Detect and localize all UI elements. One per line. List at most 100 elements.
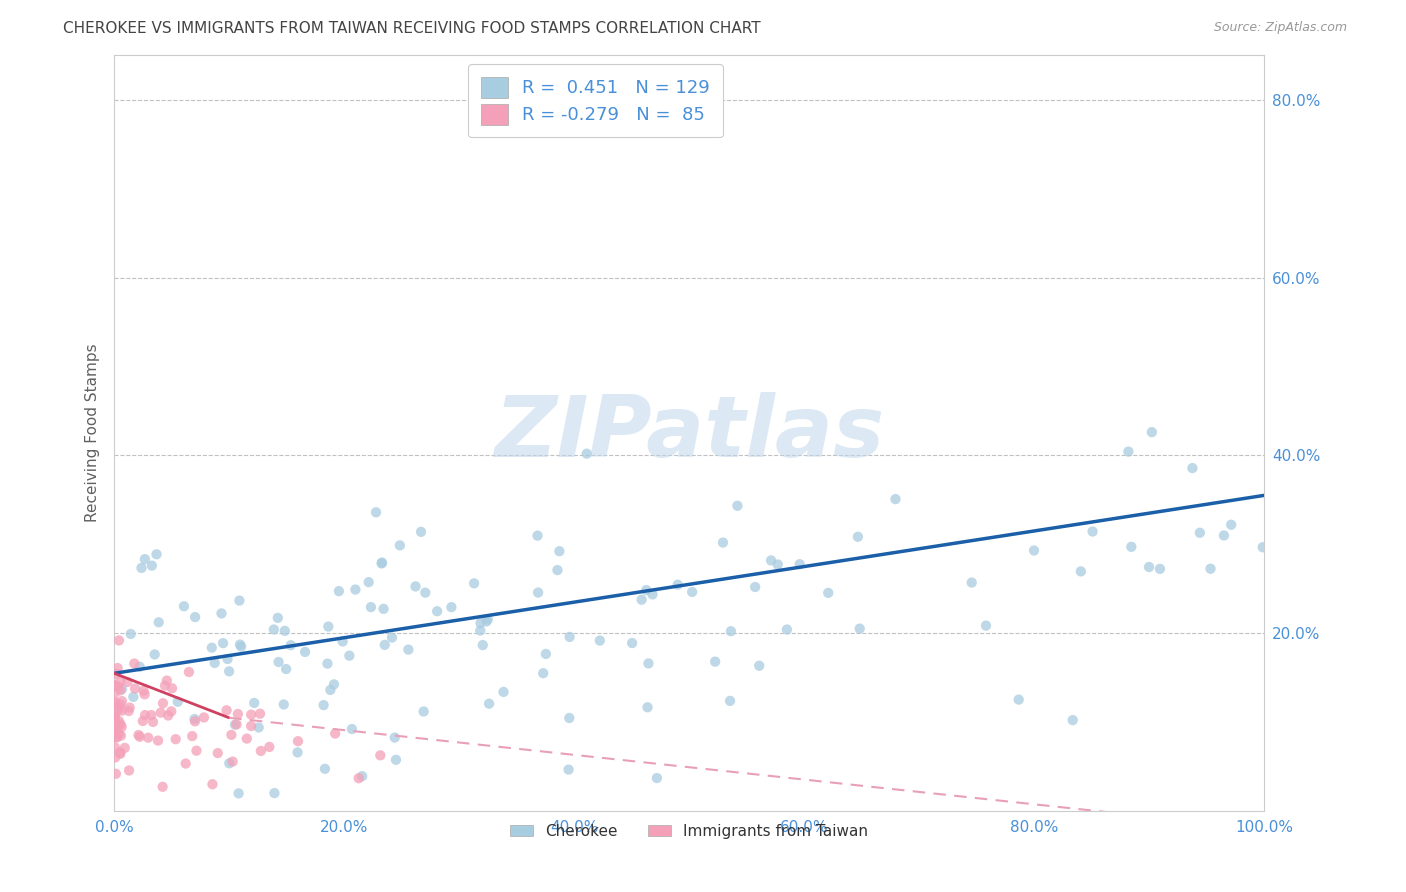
Point <box>1149 562 1171 576</box>
Point <box>744 580 766 594</box>
Point <box>177 665 200 679</box>
Point <box>104 722 127 736</box>
Point <box>316 657 339 671</box>
Point <box>960 575 983 590</box>
Point <box>267 611 290 625</box>
Point <box>470 616 492 631</box>
Point <box>1137 560 1160 574</box>
Point <box>273 698 295 712</box>
Point <box>108 714 131 728</box>
Point <box>108 633 131 648</box>
Point <box>118 764 141 778</box>
Point <box>145 547 167 561</box>
Point <box>240 719 263 733</box>
Point <box>323 726 346 740</box>
Point <box>120 627 142 641</box>
Point <box>637 700 659 714</box>
Point <box>184 714 207 729</box>
Point <box>531 666 554 681</box>
Point <box>1199 562 1222 576</box>
Point <box>1070 565 1092 579</box>
Point <box>107 700 129 714</box>
Point <box>240 707 263 722</box>
Point <box>108 674 131 689</box>
Point <box>186 744 208 758</box>
Point <box>725 499 748 513</box>
Point <box>471 638 494 652</box>
Point <box>148 615 170 630</box>
Point <box>141 558 163 573</box>
Point <box>107 703 129 717</box>
Point <box>201 777 224 791</box>
Point <box>1251 541 1274 555</box>
Point <box>153 679 176 693</box>
Point <box>134 708 156 723</box>
Point <box>294 645 316 659</box>
Point <box>357 575 380 590</box>
Point <box>759 553 782 567</box>
Text: Source: ZipAtlas.com: Source: ZipAtlas.com <box>1213 21 1347 35</box>
Point <box>332 634 354 648</box>
Point <box>558 630 581 644</box>
Point <box>105 666 128 681</box>
Point <box>211 607 233 621</box>
Point <box>426 604 449 618</box>
Point <box>107 661 129 675</box>
Point <box>360 600 382 615</box>
Point <box>492 685 515 699</box>
Point <box>1140 425 1163 439</box>
Point <box>156 673 179 688</box>
Point <box>110 698 132 712</box>
Point <box>846 530 869 544</box>
Point <box>267 655 290 669</box>
Point <box>105 731 128 745</box>
Point <box>280 638 302 652</box>
Point <box>534 647 557 661</box>
Point <box>108 717 131 731</box>
Point <box>370 557 392 571</box>
Point <box>236 731 259 746</box>
Point <box>160 704 183 718</box>
Point <box>413 585 436 599</box>
Point <box>558 711 581 725</box>
Point <box>318 619 340 633</box>
Point <box>104 750 127 764</box>
Point <box>152 780 174 794</box>
Point <box>110 747 132 761</box>
Point <box>160 681 183 696</box>
Point <box>193 710 215 724</box>
Point <box>478 697 501 711</box>
Point <box>181 729 204 743</box>
Point <box>720 624 742 639</box>
Point <box>229 638 252 652</box>
Point <box>157 708 180 723</box>
Point <box>637 657 659 671</box>
Point <box>105 726 128 740</box>
Point <box>259 739 281 754</box>
Point <box>312 698 335 713</box>
Legend: Cherokee, Immigrants from Taiwan: Cherokee, Immigrants from Taiwan <box>503 818 875 845</box>
Point <box>371 556 394 570</box>
Point <box>218 756 240 771</box>
Point <box>641 587 664 601</box>
Point <box>207 746 229 760</box>
Point <box>104 709 127 723</box>
Point <box>136 731 159 745</box>
Point <box>1118 444 1140 458</box>
Point <box>645 771 668 785</box>
Point <box>221 755 243 769</box>
Point <box>212 636 235 650</box>
Point <box>104 766 127 780</box>
Point <box>405 579 427 593</box>
Point <box>884 492 907 507</box>
Point <box>184 610 207 624</box>
Point <box>412 705 434 719</box>
Point <box>108 727 131 741</box>
Point <box>1081 524 1104 539</box>
Point <box>548 544 571 558</box>
Point <box>104 722 127 736</box>
Point <box>287 745 309 759</box>
Point <box>174 756 197 771</box>
Point <box>463 576 485 591</box>
Point <box>1062 713 1084 727</box>
